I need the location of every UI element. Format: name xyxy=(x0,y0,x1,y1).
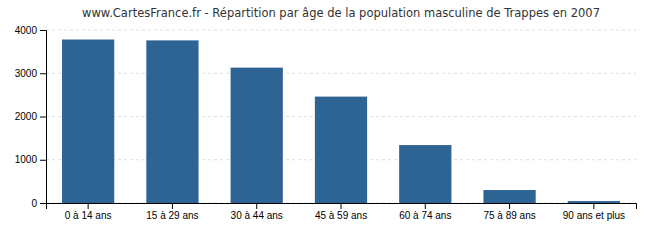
tick-label: 0 à 14 ans xyxy=(65,210,112,221)
tick-label: 1000 xyxy=(15,154,38,165)
tick: 0 xyxy=(31,198,46,209)
tick: 0 à 14 ans xyxy=(65,203,112,221)
tick-mark xyxy=(40,117,46,118)
tick: 3000 xyxy=(15,68,46,79)
axis-domain xyxy=(40,31,47,204)
grid-line xyxy=(46,73,636,74)
bar xyxy=(568,201,620,203)
plot-area xyxy=(62,40,620,203)
tick: 1000 xyxy=(15,154,46,165)
tick: 60 à 74 ans xyxy=(399,203,451,221)
title: www.CartesFrance.fr - Répartition par âg… xyxy=(82,6,600,20)
tick-mark xyxy=(88,203,89,209)
grid-line xyxy=(46,30,636,31)
tick-label: 0 xyxy=(31,198,37,209)
bar xyxy=(231,68,283,203)
tick-label: 90 ans et plus xyxy=(563,210,625,221)
tick-label: 3000 xyxy=(15,68,38,79)
tick: 30 à 44 ans xyxy=(231,203,283,221)
bar xyxy=(483,190,535,203)
tick-mark xyxy=(425,203,426,209)
tick-mark xyxy=(40,160,46,161)
chart: 0 1000 2000 3000 4000 0 à 14 ans 15 à 29 ans 30… xyxy=(0,0,650,229)
tick: 75 à 89 ans xyxy=(483,203,535,221)
tick-mark xyxy=(40,30,46,31)
bar xyxy=(399,145,451,203)
tick: 2000 xyxy=(15,111,46,122)
tick: 90 ans et plus xyxy=(563,203,625,221)
tick-mark xyxy=(256,203,257,209)
x-axis: 0 à 14 ans 15 à 29 ans 30 à 44 ans 45 à 59 … xyxy=(47,203,637,221)
tick: 45 à 59 ans xyxy=(315,203,367,221)
axis-domain xyxy=(47,204,637,210)
bar xyxy=(315,97,367,203)
bar xyxy=(146,40,198,203)
tick: 4000 xyxy=(15,25,46,36)
tick: 15 à 29 ans xyxy=(146,203,198,221)
bar xyxy=(62,40,114,203)
grid xyxy=(46,30,636,203)
tick-mark xyxy=(341,203,342,209)
y-axis: 0 1000 2000 3000 4000 xyxy=(15,25,47,209)
tick-mark xyxy=(593,203,594,209)
tick-mark xyxy=(40,203,46,204)
tick-mark xyxy=(40,73,46,74)
tick-label: 30 à 44 ans xyxy=(231,210,283,221)
tick-label: 15 à 29 ans xyxy=(146,210,198,221)
tick-mark xyxy=(509,203,510,209)
tick-label: 2000 xyxy=(15,111,38,122)
tick-label: 75 à 89 ans xyxy=(483,210,535,221)
tick-mark xyxy=(172,203,173,209)
tick-label: 60 à 74 ans xyxy=(399,210,451,221)
tick-label: 4000 xyxy=(15,25,38,36)
tick-label: 45 à 59 ans xyxy=(315,210,367,221)
